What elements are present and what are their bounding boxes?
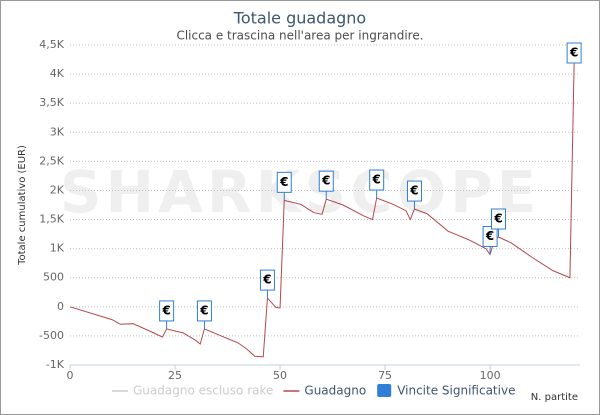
flag-label: €	[371, 173, 380, 187]
y-axis-label: Totale cumulativo (EUR)	[17, 145, 28, 266]
flag-label: €	[493, 212, 502, 226]
legend-item[interactable]: Vincite Significative	[377, 384, 515, 398]
x-tick-label: 50	[273, 369, 287, 382]
x-tick-label: 0	[67, 369, 74, 382]
y-tick-label: 3,5K	[39, 96, 64, 109]
flag: €	[406, 180, 422, 210]
y-tick-label: 2,5K	[39, 154, 64, 167]
y-tick-label: 3K	[50, 125, 65, 138]
flag: €	[276, 171, 292, 201]
flag: €	[318, 170, 334, 200]
y-tick-label: 1,5K	[39, 213, 64, 226]
chart-title: Totale guadagno	[233, 9, 366, 28]
y-tick-label: 2K	[50, 183, 65, 196]
watermark: SHARKSCOPE	[60, 158, 541, 226]
legend-label: Vincite Significative	[397, 384, 515, 398]
flag: €	[491, 208, 507, 237]
legend-symbol	[377, 384, 392, 397]
chart-subtitle: Clicca e trascina nell'area per ingrandi…	[176, 29, 423, 43]
flag-box	[159, 300, 175, 322]
flag-box	[276, 171, 292, 193]
x-tick-label: 75	[378, 369, 392, 382]
flag-label: €	[262, 273, 271, 287]
flag-box	[259, 269, 275, 291]
legend-item[interactable]: Guadagno	[283, 384, 366, 398]
flag: €	[369, 169, 385, 199]
flag-box	[482, 225, 498, 247]
flag-box	[318, 170, 334, 192]
flag: €	[482, 225, 498, 255]
y-tick-label: 500	[43, 271, 64, 284]
flag-label: €	[409, 184, 418, 198]
flag-label: €	[161, 303, 170, 317]
x-tick-label: 100	[480, 369, 501, 382]
x-axis-label: N. partite	[531, 392, 578, 403]
legend-label: Guadagno escluso rake	[133, 384, 273, 398]
flag-label: €	[199, 303, 208, 317]
y-tick-label: -1K	[46, 358, 65, 371]
y-tick-label: 4,5K	[39, 38, 64, 51]
flag-label: €	[321, 174, 330, 188]
flag-box	[566, 42, 582, 64]
flag-box	[196, 300, 212, 322]
flag-label: €	[279, 175, 288, 189]
legend-label: Guadagno	[304, 384, 366, 398]
flag-box	[491, 208, 507, 230]
y-tick-label: 0	[57, 300, 64, 313]
data-line	[69, 63, 575, 358]
flag: €	[196, 300, 212, 329]
flag-label: €	[485, 229, 494, 243]
flag: €	[566, 42, 582, 64]
flag: €	[259, 269, 275, 299]
y-tick-label: 4K	[50, 67, 65, 80]
x-tick-label: 25	[168, 369, 182, 382]
y-tick-label: -500	[39, 329, 64, 342]
flag: €	[159, 300, 175, 329]
flag-label: €	[569, 46, 578, 60]
legend-item[interactable]: Guadagno escluso rake	[112, 384, 273, 398]
y-tick-label: 1K	[50, 242, 65, 255]
flag-box	[369, 169, 385, 191]
flag-box	[406, 180, 422, 202]
